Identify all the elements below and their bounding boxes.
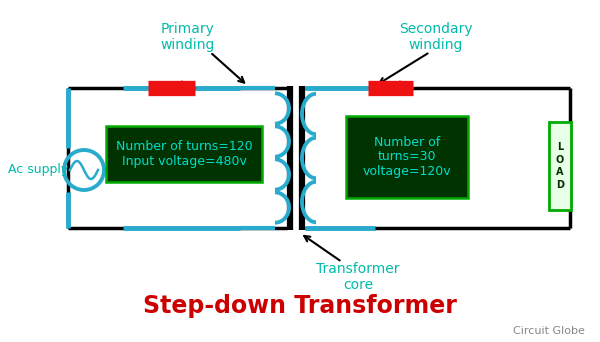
Text: Step-down Transformer: Step-down Transformer bbox=[143, 294, 457, 318]
Text: Circuit Globe: Circuit Globe bbox=[513, 326, 585, 336]
FancyBboxPatch shape bbox=[549, 122, 571, 210]
Text: Primary
winding: Primary winding bbox=[161, 22, 215, 52]
FancyBboxPatch shape bbox=[106, 126, 262, 182]
Text: Ac supply: Ac supply bbox=[8, 163, 68, 176]
Text: Transformer
core: Transformer core bbox=[316, 262, 400, 292]
Text: Number of turns=120
Input voltage=480v: Number of turns=120 Input voltage=480v bbox=[116, 140, 253, 168]
Text: L
O
A
D: L O A D bbox=[556, 142, 564, 189]
Text: Secondary
winding: Secondary winding bbox=[399, 22, 473, 52]
FancyBboxPatch shape bbox=[346, 116, 468, 198]
Text: Number of
turns=30
voltage=120v: Number of turns=30 voltage=120v bbox=[362, 135, 451, 179]
